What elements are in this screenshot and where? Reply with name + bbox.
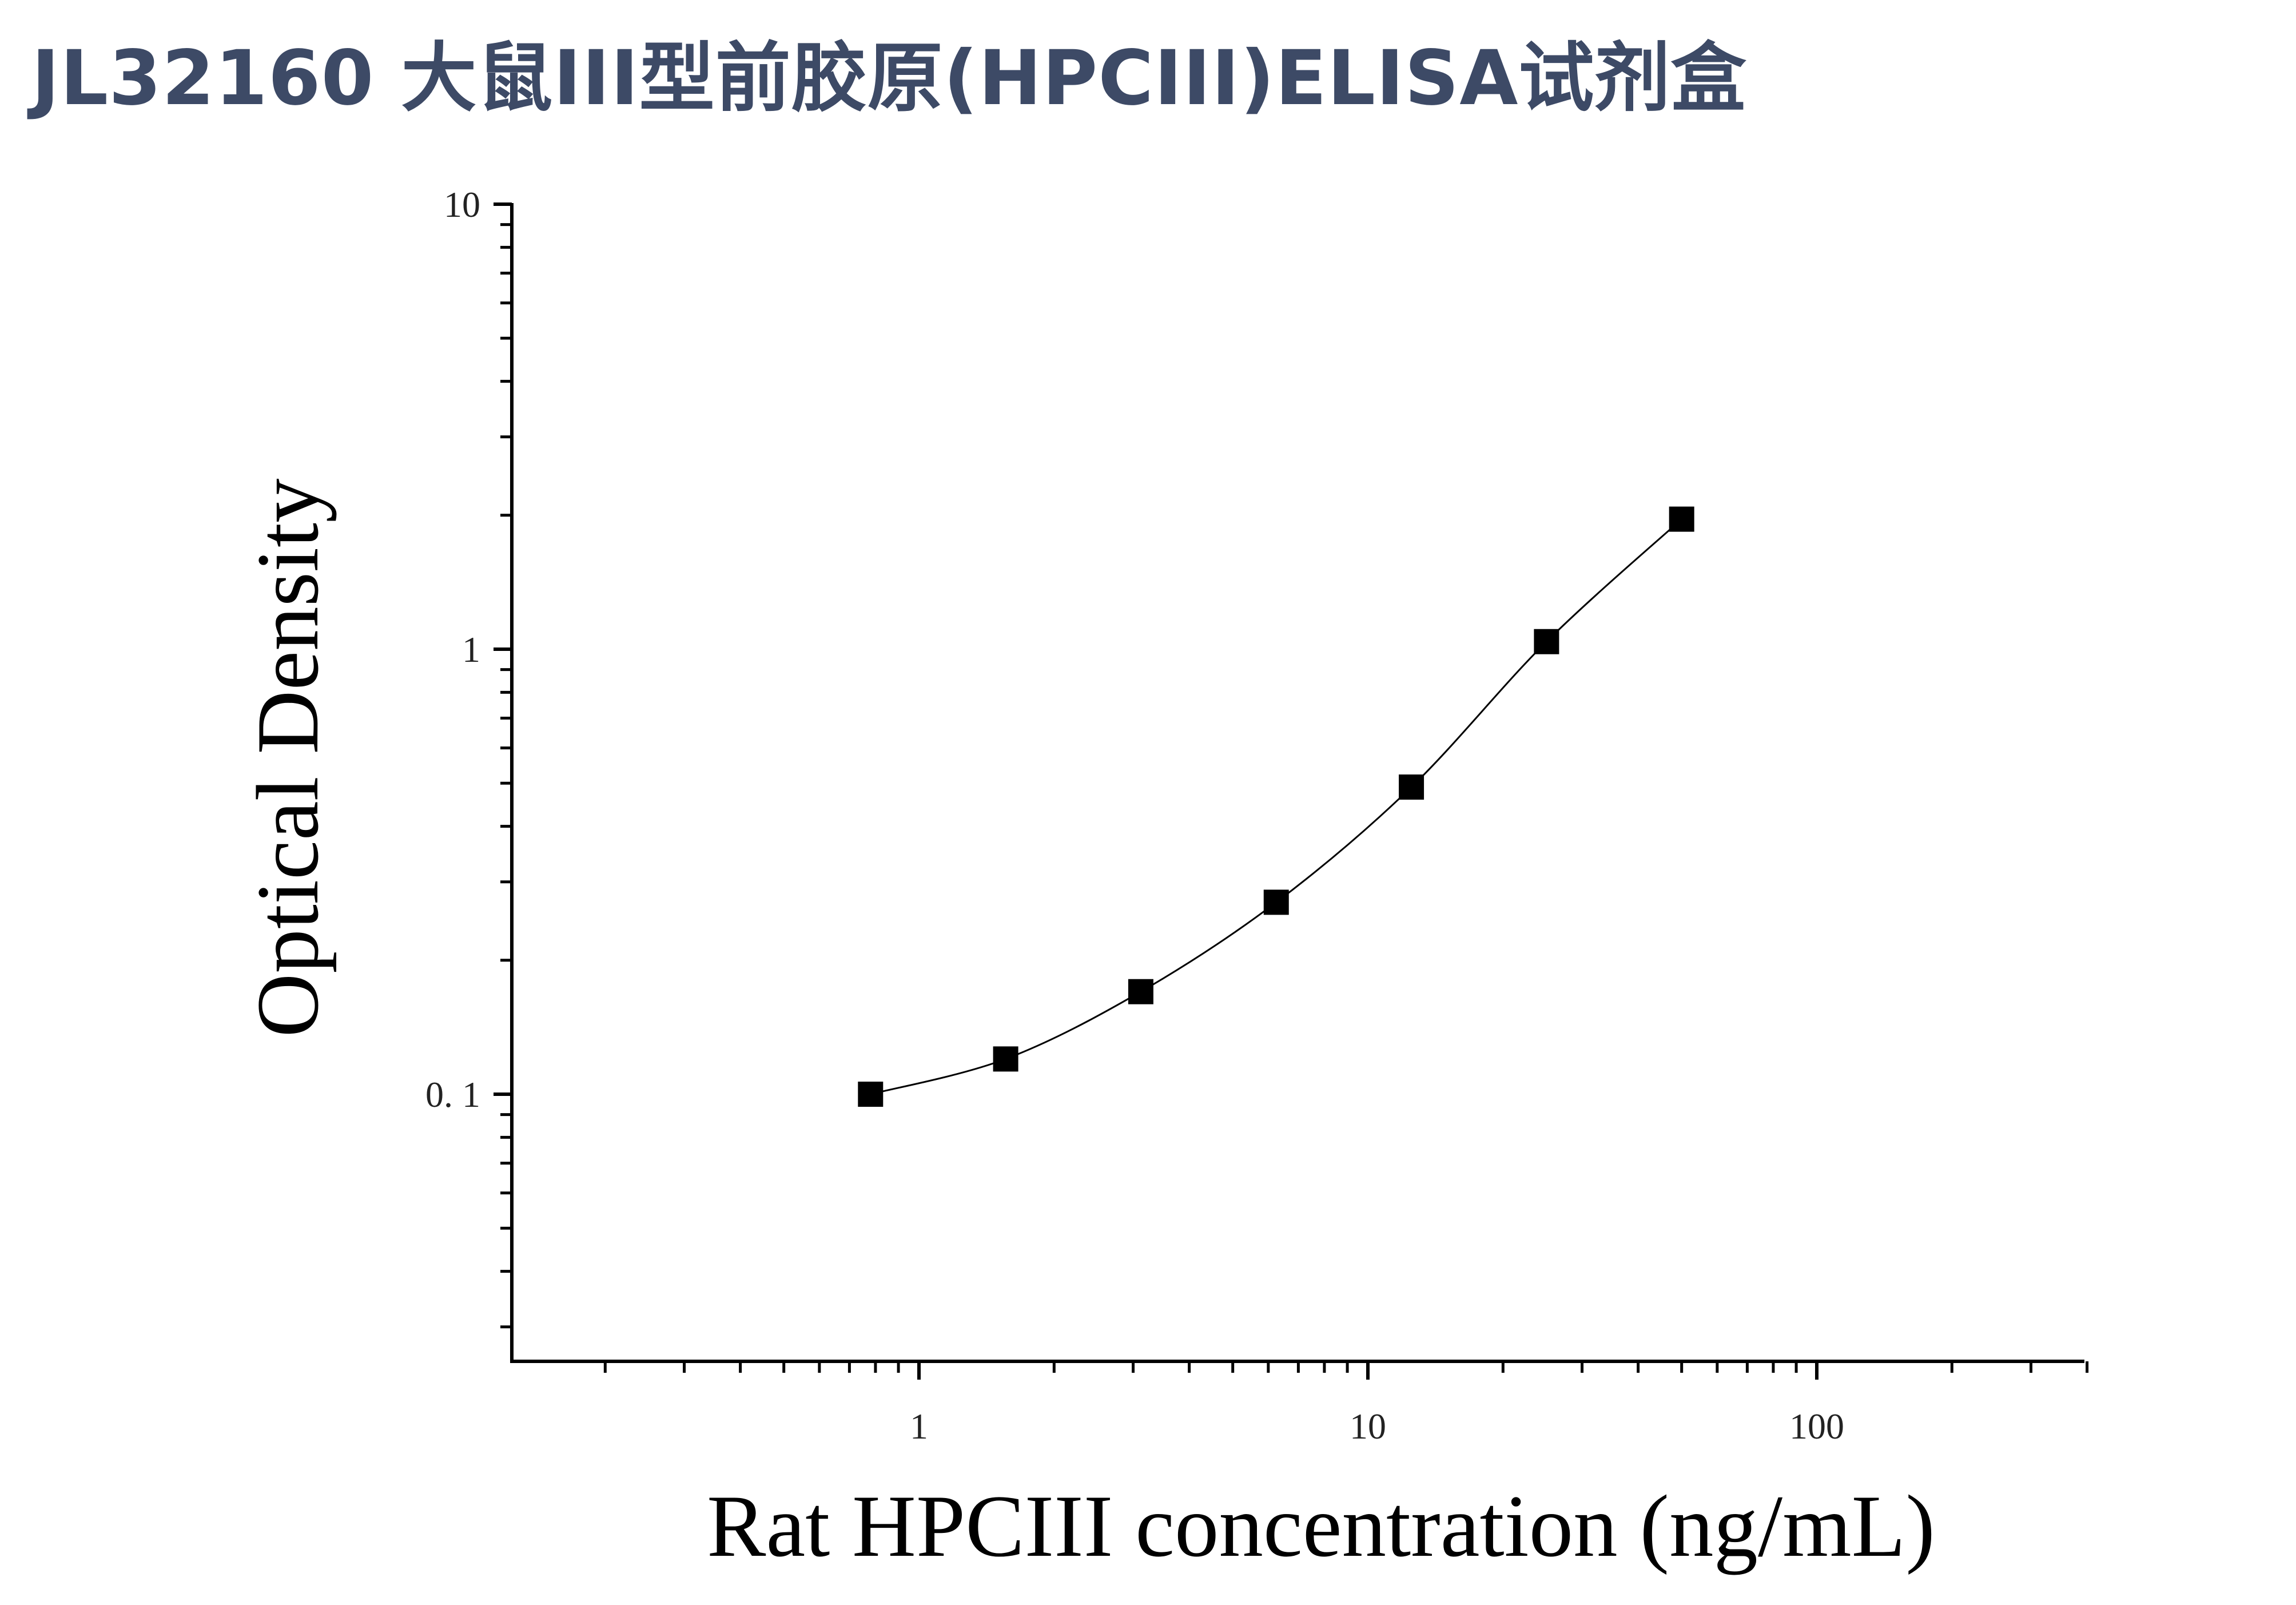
data-point bbox=[993, 1046, 1018, 1072]
data-point bbox=[1534, 629, 1559, 654]
x-axis-ticks: 1 10 100 bbox=[603, 1361, 2089, 1447]
data-point bbox=[1128, 979, 1153, 1004]
data-points bbox=[858, 506, 1694, 1107]
data-point bbox=[1669, 506, 1694, 532]
data-point bbox=[1263, 889, 1289, 915]
y-axis-ticks: 0. 1 1 10 bbox=[425, 184, 512, 1329]
y-tick-label: 1 bbox=[462, 629, 480, 670]
x-tick-label: 100 bbox=[1789, 1406, 1844, 1447]
x-tick-label: 10 bbox=[1350, 1406, 1386, 1447]
data-point bbox=[858, 1082, 884, 1107]
y-axis-title: Optical Density bbox=[238, 478, 337, 1037]
data-point bbox=[1399, 774, 1424, 800]
page-title: JL32160 大鼠III型前胶原(HPCIII)ELISA试剂盒 bbox=[31, 34, 1747, 122]
fit-curve bbox=[870, 518, 1682, 1095]
x-tick-label: 1 bbox=[910, 1406, 928, 1447]
x-axis-title: Rat HPCIII concentration (ng/mL) bbox=[707, 1477, 1935, 1575]
y-tick-label: 0. 1 bbox=[425, 1074, 480, 1115]
plot-frame bbox=[510, 203, 2084, 1363]
y-tick-label: 10 bbox=[444, 184, 480, 225]
